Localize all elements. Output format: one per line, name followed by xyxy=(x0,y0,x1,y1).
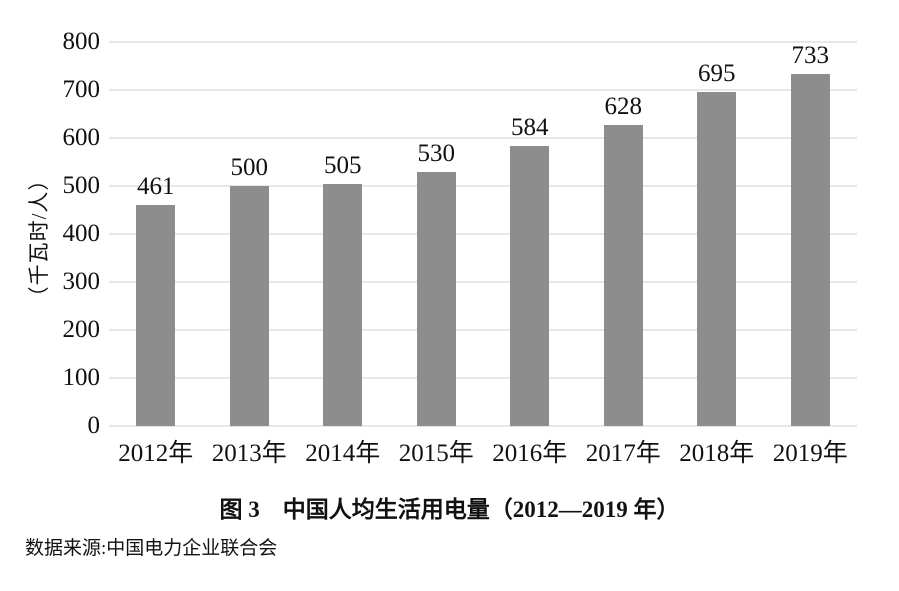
gridline-100 xyxy=(109,377,857,379)
bar-slot-2019年: 733 2019年 xyxy=(764,42,858,467)
x-tick-label-2019年: 2019年 xyxy=(772,440,848,467)
y-tick-label-0: 0 xyxy=(87,412,101,439)
x-tick-label-2015年: 2015年 xyxy=(398,440,474,467)
gridline-600 xyxy=(109,137,857,139)
bar-value-label-2018年: 695 xyxy=(698,60,736,88)
y-tick-label-200: 200 xyxy=(62,316,101,343)
bar-value-label-2012年: 461 xyxy=(137,172,175,200)
data-source-note: 数据来源:中国电力企业联合会 xyxy=(25,538,278,559)
bar-slot-2014年: 505 2014年 xyxy=(296,42,390,467)
bar-slot-2012年: 461 2012年 xyxy=(109,42,203,467)
gridline-300 xyxy=(109,281,857,283)
bar-2013年 xyxy=(229,186,269,426)
bar-2014年 xyxy=(323,183,363,426)
bar-slot-2015年: 530 2015年 xyxy=(390,42,484,467)
y-tick-label-400: 400 xyxy=(62,220,101,247)
bar-2017年 xyxy=(603,124,643,426)
bar-2018年 xyxy=(697,92,737,426)
y-tick-label-600: 600 xyxy=(62,124,101,151)
y-tick-label-100: 100 xyxy=(62,364,101,391)
bar-2016年 xyxy=(510,145,550,426)
gridline-0 xyxy=(109,425,857,427)
gridline-800 xyxy=(109,41,857,43)
bar-2019年 xyxy=(790,74,830,426)
x-tick-label-2012年: 2012年 xyxy=(118,440,194,467)
y-tick-label-300: 300 xyxy=(62,268,101,295)
y-tick-label-500: 500 xyxy=(62,172,101,199)
bar-2015年 xyxy=(416,171,456,426)
y-tick-label-800: 800 xyxy=(62,28,101,55)
x-tick-label-2013年: 2013年 xyxy=(211,440,287,467)
x-tick-label-2014年: 2014年 xyxy=(305,440,381,467)
gridline-400 xyxy=(109,233,857,235)
bar-value-label-2017年: 628 xyxy=(604,92,643,120)
gridline-200 xyxy=(109,329,857,331)
bar-value-label-2013年: 500 xyxy=(230,154,269,181)
gridline-500 xyxy=(109,185,857,187)
x-tick-label-2016年: 2016年 xyxy=(492,440,568,467)
bar-slot-2013年: 500 2013年 xyxy=(203,42,297,467)
bar-slot-2016年: 584 2016年 xyxy=(483,42,577,467)
gridline-700 xyxy=(109,89,857,91)
x-tick-label-2017年: 2017年 xyxy=(585,440,661,467)
y-axis-tick-labels: 0 100 200 300 400 500 600 700 800 xyxy=(0,28,101,439)
bar-value-label-2015年: 530 xyxy=(417,139,456,167)
bar-value-label-2019年: 733 xyxy=(791,42,830,70)
y-tick-label-700: 700 xyxy=(62,76,101,103)
bar-slot-2018年: 695 2018年 xyxy=(670,42,764,467)
bar-2012年 xyxy=(136,204,176,426)
bar-value-label-2014年: 505 xyxy=(324,151,362,179)
bar-value-label-2016年: 584 xyxy=(511,113,549,141)
bar-slot-2017年: 628 2017年 xyxy=(577,42,671,467)
x-tick-label-2018年: 2018年 xyxy=(679,440,755,467)
plot-area: 461 2012年 500 2013年 505 2014年 530 2015年 584 2016年… xyxy=(109,41,858,467)
chart-title: 图 3 中国人均生活用电量（2012—2019 年） xyxy=(219,497,680,522)
